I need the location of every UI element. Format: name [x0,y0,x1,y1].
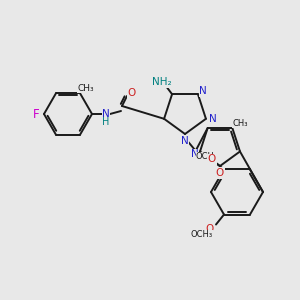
Text: OCH₃: OCH₃ [196,152,218,161]
Text: N: N [199,86,207,96]
Text: OCH₃: OCH₃ [191,230,213,239]
Text: N: N [209,114,217,124]
Text: O: O [128,88,136,98]
Text: N: N [102,109,110,119]
Text: CH₃: CH₃ [78,84,94,93]
Text: N: N [191,149,199,160]
Text: NH₂: NH₂ [152,77,172,87]
Text: H: H [102,117,110,127]
Text: O: O [208,154,216,164]
Text: O: O [205,224,213,233]
Text: CH₃: CH₃ [232,118,248,127]
Text: F: F [33,107,39,121]
Text: N: N [181,136,189,146]
Text: O: O [216,168,224,178]
